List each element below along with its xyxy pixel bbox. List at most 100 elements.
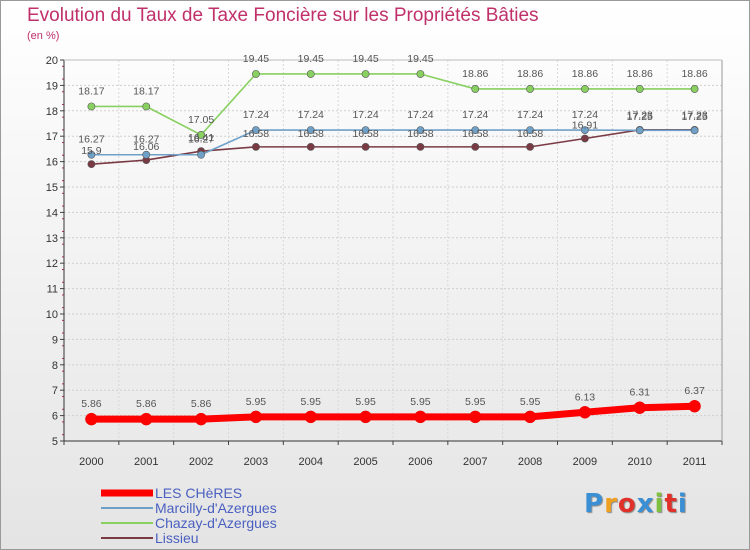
logo-letter: o	[617, 489, 637, 519]
data-point	[197, 131, 205, 139]
data-point	[87, 150, 96, 159]
legend-label: Marcilly-d'Azergues	[155, 500, 277, 516]
data-label: 5.95	[465, 396, 486, 408]
y-tick-label: 15	[46, 182, 58, 194]
data-label: 18.17	[133, 85, 159, 97]
x-tick-label: 2010	[628, 456, 652, 468]
data-label: 17.24	[243, 109, 269, 121]
logo-letter: x	[636, 489, 655, 519]
data-label: 17.23	[681, 109, 707, 121]
data-label: 17.24	[462, 109, 488, 121]
data-label: 19.45	[243, 53, 269, 65]
data-label: 5.95	[246, 396, 267, 408]
data-point	[523, 410, 537, 424]
data-label: 17.25	[681, 111, 707, 123]
data-label: 16.27	[188, 134, 214, 146]
x-tick-label: 2011	[683, 456, 707, 468]
data-label: 16.58	[407, 128, 433, 140]
data-label: 18.86	[462, 68, 488, 80]
x-tick-label: 2007	[463, 456, 487, 468]
data-label: 19.45	[407, 53, 433, 65]
data-point	[306, 142, 315, 151]
data-point	[688, 399, 701, 413]
data-point	[526, 85, 534, 93]
x-tick-label: 2005	[353, 456, 377, 468]
data-point	[416, 70, 425, 78]
x-ticks: 2000 2001 2002 2003 2004 2005 2006 2007 2008 2009…	[79, 456, 706, 468]
data-point	[414, 410, 427, 424]
gridlines	[63, 59, 723, 442]
data-label: 19.45	[298, 53, 324, 65]
legend-label: Lissieu	[155, 530, 199, 546]
data-point	[416, 126, 425, 135]
y-ticks: 5 6 7 8 9 10 11 12 13 14 15 16 17 18 19 20	[46, 55, 58, 448]
data-point	[581, 126, 589, 135]
x-tick-label: 2000	[79, 456, 103, 468]
data-label: 17.24	[407, 109, 433, 121]
data-label: 18.86	[572, 68, 598, 80]
data-label: 17.25	[627, 111, 653, 123]
data-label: 16.58	[243, 128, 269, 140]
x-tick-label: 2009	[573, 456, 597, 468]
data-point	[87, 160, 96, 169]
data-point	[690, 126, 699, 135]
logo-letter: P	[584, 489, 605, 519]
data-label: 16.58	[517, 128, 543, 140]
y-tick-label: 11	[47, 284, 58, 296]
y-axis-unit: (en %)	[27, 30, 60, 42]
data-point	[471, 85, 480, 93]
data-point	[197, 150, 205, 159]
data-point	[526, 126, 534, 135]
y-tick-label: 13	[46, 233, 58, 245]
data-label: 19.45	[352, 53, 378, 65]
data-label: 18.86	[517, 68, 543, 80]
y-tick-label: 19	[46, 80, 58, 92]
data-point	[690, 85, 699, 93]
data-point	[471, 126, 480, 135]
data-label: 18.86	[627, 68, 653, 80]
data-point	[361, 126, 370, 135]
data-point	[252, 142, 260, 151]
data-point	[306, 70, 315, 78]
logo-letter: i	[654, 489, 665, 519]
data-label: 16.58	[352, 128, 378, 140]
y-tick-label: 16	[46, 157, 58, 169]
data-point	[361, 142, 370, 151]
data-label: 16.41	[188, 132, 214, 144]
legend-label: LES CHèRES	[155, 485, 242, 501]
data-label: 16.06	[133, 141, 159, 153]
data-label: 5.95	[355, 396, 376, 408]
series-group	[85, 70, 701, 426]
data-point	[306, 126, 315, 135]
data-labels: 5.86 5.86 5.86 5.95 5.95 5.95 5.95 5.95 5.95 6.13…	[78, 53, 708, 410]
series-line	[91, 402, 695, 423]
data-label: 5.86	[191, 398, 212, 410]
data-point	[526, 142, 534, 151]
data-label: 16.91	[572, 119, 598, 131]
data-label: 17.05	[188, 114, 214, 126]
x-tick-label: 2002	[189, 456, 213, 468]
data-point	[633, 401, 646, 414]
data-point	[140, 412, 153, 426]
y-tick-label: 9	[52, 334, 58, 346]
data-point	[578, 406, 592, 419]
data-point	[87, 102, 96, 111]
data-label: 17.24	[517, 109, 543, 121]
y-tick-label: 14	[46, 207, 58, 219]
data-label: 5.95	[301, 396, 322, 408]
data-label: 16.27	[78, 134, 104, 146]
data-label: 6.13	[575, 391, 596, 403]
data-label: 15.9	[81, 145, 102, 157]
data-point	[361, 70, 370, 78]
y-tick-label: 12	[46, 258, 58, 270]
x-tick-label: 2008	[518, 456, 542, 468]
data-point	[471, 142, 480, 151]
data-point	[252, 70, 260, 78]
data-point	[635, 126, 644, 135]
legend-label: Chazay-d'Azergues	[155, 515, 277, 531]
data-point	[142, 150, 151, 159]
data-point	[249, 410, 263, 424]
data-label: 6.31	[630, 387, 651, 399]
x-tick-label: 2003	[244, 456, 268, 468]
